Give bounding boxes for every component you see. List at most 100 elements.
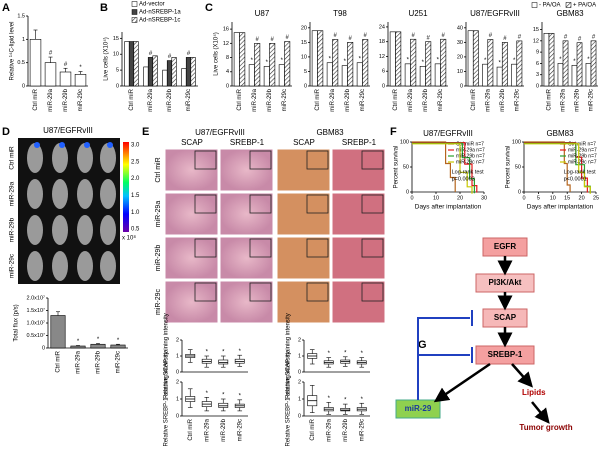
bar (332, 39, 339, 87)
bar (317, 30, 324, 87)
x-tick-label: miR-29b (221, 418, 227, 441)
y-axis-label: Relative SCAP staining intensity (286, 313, 292, 399)
legend-label: Ad-vector (139, 2, 165, 8)
panel-label: D (2, 126, 10, 138)
legend-label: - PA/OA (539, 3, 561, 9)
bar (356, 62, 363, 87)
y-tick-label: 2 (298, 379, 301, 385)
chart-title: U87/EGFRvIII (470, 9, 520, 18)
legend-swatch (131, 1, 138, 7)
legend-swatch (531, 2, 538, 8)
bar (389, 31, 396, 87)
histology-image (219, 280, 274, 324)
bar (404, 63, 411, 87)
significance-marker: * (206, 391, 209, 397)
y-tick-label: 12 (223, 41, 229, 47)
y-axis-label: Relative SREBP-1 staining intensity (286, 351, 292, 446)
x-tick-label: miR-29b (575, 88, 581, 111)
y-tick-label: 0 (460, 83, 463, 89)
column-label: SCAP (181, 138, 203, 147)
inset (249, 150, 272, 170)
chart-title: U251 (408, 9, 428, 18)
inset (194, 194, 217, 214)
x-tick-label: 10 (433, 195, 439, 201)
significance-marker: * (117, 338, 120, 344)
bar (59, 71, 72, 87)
significance-marker: # (334, 33, 338, 39)
y-tick-label: 0 (42, 345, 45, 351)
y-tick-label: 2 (298, 337, 301, 343)
bar (496, 66, 503, 87)
node-label: EGFR (494, 242, 516, 251)
inset (194, 238, 217, 258)
significance-marker: # (149, 51, 153, 57)
significance-marker: # (364, 33, 368, 39)
histology-image (164, 236, 219, 280)
significance-marker: * (344, 59, 347, 65)
y-axis-label: Total flux (p/s) (14, 304, 20, 341)
x-tick-label: miR-29b (267, 88, 273, 111)
inset (361, 282, 384, 302)
bar (90, 343, 106, 349)
significance-marker: * (329, 56, 332, 62)
pathway-diagram (395, 237, 550, 424)
x-tick-label: miR-29b (345, 88, 351, 111)
y-tick-label: 15 (533, 27, 539, 33)
x-tick-label: miR-29c (282, 89, 288, 111)
significance-marker: # (49, 51, 53, 57)
bar (419, 66, 426, 87)
bar (147, 57, 154, 87)
mouse-images (18, 138, 120, 284)
node-label: miR-29 (405, 404, 432, 413)
y-axis-label: Percent survival (394, 146, 400, 189)
chart-title: GBM83 (556, 9, 584, 18)
bar (284, 41, 291, 87)
bar (263, 66, 270, 87)
bar (110, 344, 126, 349)
column-label: SREBP-1 (342, 138, 377, 147)
y-tick-label: 0 (116, 83, 119, 89)
panel-label: E (142, 126, 149, 138)
y-tick-label: 0 (536, 83, 539, 89)
legend-label: miR-29b n=7 (568, 153, 597, 159)
legend-label: Ad-nSREBP-1a (139, 10, 181, 16)
x-tick-label: 20 (457, 195, 463, 201)
y-tick-label: 2 (176, 379, 179, 385)
bar (472, 30, 479, 87)
bar (269, 43, 276, 87)
legend-swatch (565, 2, 572, 8)
significance-marker: * (206, 350, 209, 356)
bar (425, 41, 432, 87)
x-tick-label: miR-29c (186, 89, 192, 111)
significance-marker: # (427, 35, 431, 41)
x-tick-label: Ctrl miR (188, 418, 194, 440)
y-axis-label: Relative ¹⁴C-lipid level (9, 22, 16, 81)
colorbar (123, 142, 129, 232)
inset (361, 150, 384, 170)
colorbar-label: 1.5 (131, 193, 140, 199)
significance-marker: # (592, 34, 596, 40)
y-axis-label: Live cells (X10⁴) (213, 32, 220, 76)
histology-image (219, 236, 274, 280)
x-axis-label: Days after implantation (415, 204, 482, 211)
significance-marker: * (239, 349, 242, 355)
x-tick-label: Ctrl miR (237, 88, 243, 110)
significance-marker: * (587, 57, 590, 63)
x-tick-label: Ctrl miR (547, 88, 553, 110)
x-tick-label: miR-29b (500, 88, 506, 111)
inset (249, 282, 272, 302)
bar (543, 32, 550, 87)
significance-marker: # (256, 37, 260, 43)
y-tick-label: 0 (22, 83, 25, 89)
inset (306, 150, 329, 170)
inset (306, 194, 329, 214)
histology-image (276, 236, 331, 280)
inset (306, 238, 329, 258)
colorbar-label: 2.5 (131, 159, 140, 165)
bar (171, 57, 177, 87)
histology-image (164, 280, 219, 324)
significance-marker: * (344, 398, 347, 404)
x-tick-label: miR-29a (148, 88, 154, 111)
bar (395, 31, 402, 87)
